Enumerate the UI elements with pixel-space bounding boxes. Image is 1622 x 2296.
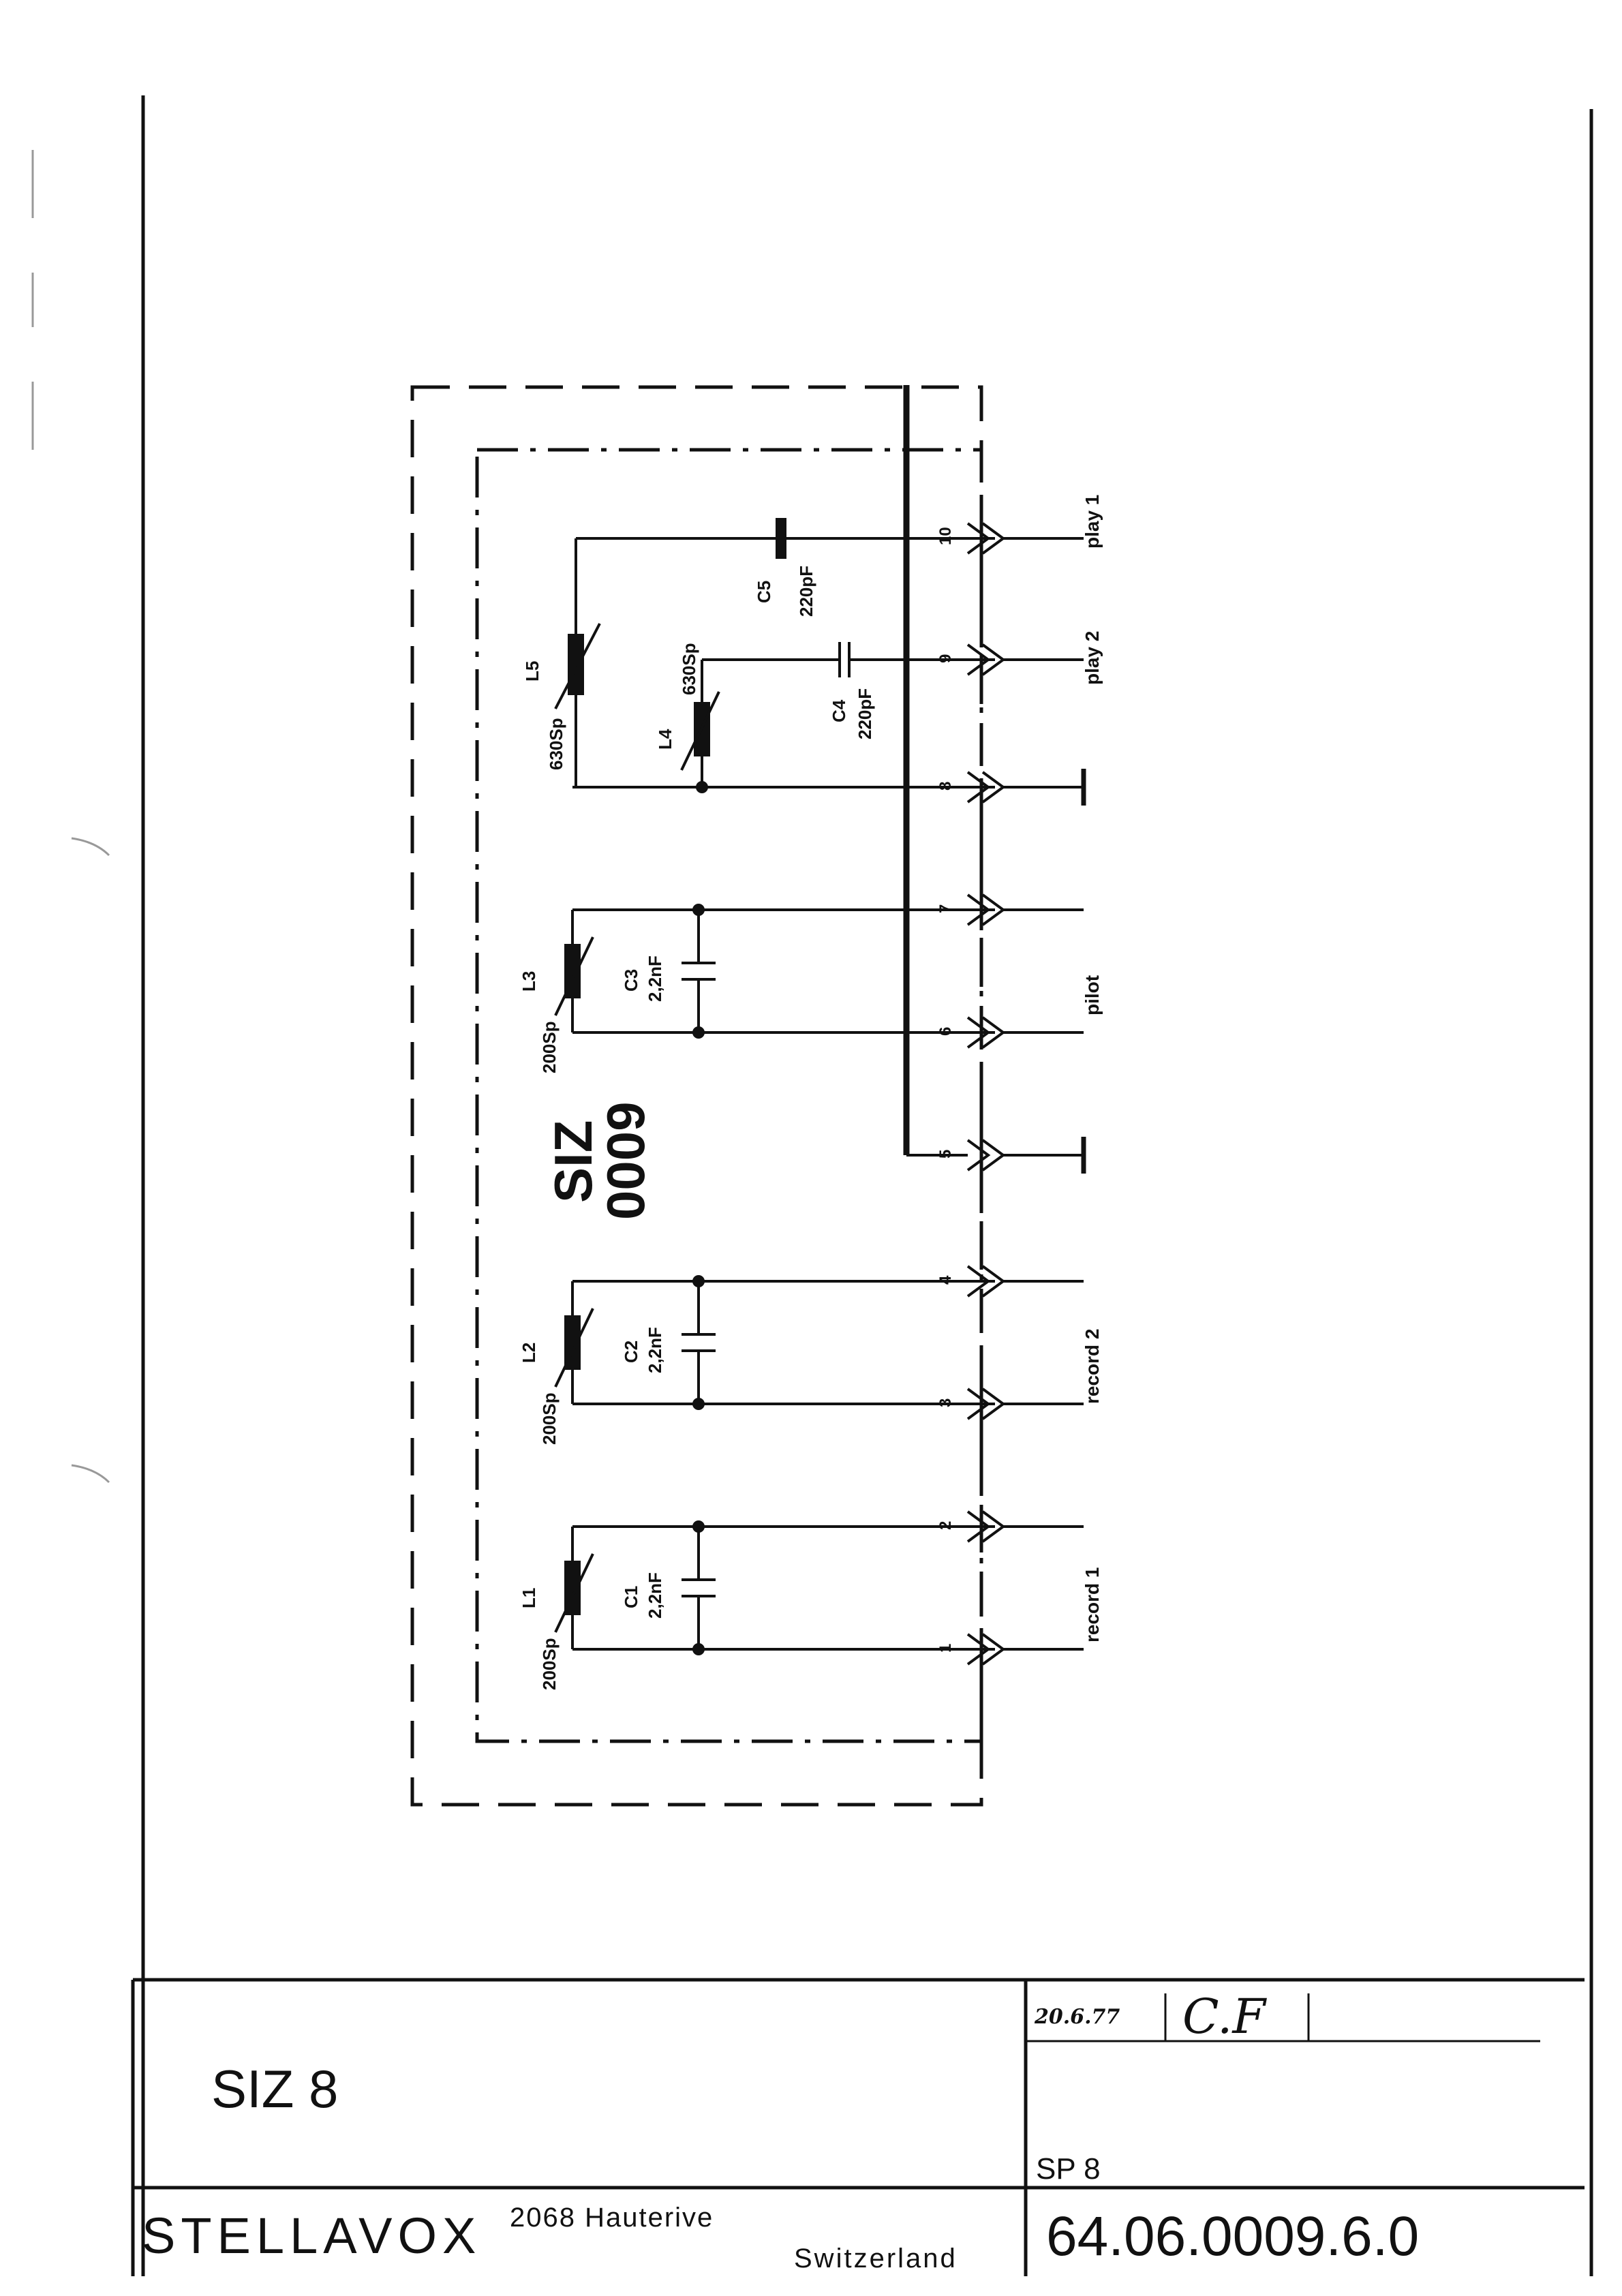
- junction: [692, 904, 705, 916]
- company-address-line1: 2068 Hauterive: [510, 2203, 714, 2233]
- c5-ref: C5: [754, 581, 774, 603]
- module-number: 0009: [596, 1101, 656, 1220]
- module-label: SIZ 0009: [543, 1101, 656, 1220]
- l3-ref: L3: [519, 971, 539, 992]
- pin-3: [699, 1388, 1084, 1420]
- l1-value: 200Sp: [539, 1638, 560, 1690]
- module-outline: [475, 448, 983, 1743]
- junction: [692, 1026, 705, 1039]
- l4-value: 630Sp: [679, 643, 699, 695]
- shield-outline: [410, 385, 983, 1807]
- drawing-number: 64.06.0009.6.0: [1046, 2205, 1420, 2267]
- pin-number: 4: [936, 1275, 955, 1285]
- pin-5: [966, 1137, 1086, 1174]
- inductor-l4-tuning: [680, 691, 720, 771]
- c3-value: 2,2nF: [645, 955, 665, 1002]
- c3-ref: C3: [621, 969, 641, 992]
- inductor-l2-tuning: [554, 1308, 594, 1388]
- c5-value: 220pF: [796, 566, 816, 617]
- c4-ref: C4: [829, 699, 849, 722]
- junction: [692, 1275, 705, 1287]
- pin-number: 6: [936, 1027, 955, 1036]
- capacitor-c4: [838, 642, 851, 677]
- c4-gap: [841, 654, 848, 665]
- c1-ref: C1: [621, 1586, 641, 1608]
- inductor-l1-tuning: [554, 1553, 594, 1633]
- c1-value: 2,2nF: [645, 1572, 665, 1619]
- l3-c3-circuit: [571, 910, 716, 1032]
- pin-number: 10: [936, 527, 955, 545]
- l2-c2-circuit: [571, 1280, 716, 1405]
- pin-2: [699, 1510, 1084, 1543]
- l4-ref: L4: [655, 729, 675, 750]
- drawing-title: SIZ 8: [211, 2059, 339, 2119]
- signal-record1: record 1: [1082, 1567, 1103, 1643]
- pin-number: 5: [936, 1150, 955, 1159]
- company-address-line2: Switzerland: [794, 2244, 958, 2274]
- junction: [692, 1520, 705, 1533]
- c4-value: 220pF: [855, 688, 875, 739]
- pin-number: 7: [936, 904, 955, 913]
- sp-label: SP 8: [1036, 2152, 1101, 2186]
- inductor-l5: [568, 634, 584, 695]
- l2-value: 200Sp: [539, 1392, 560, 1445]
- junction: [696, 781, 708, 793]
- capacitor-c5: [776, 518, 786, 559]
- pin-4: [699, 1265, 1084, 1298]
- inductor-l5-tuning: [554, 623, 601, 709]
- l5-value: 630Sp: [546, 718, 566, 770]
- signal-pilot: pilot: [1082, 975, 1103, 1015]
- l1-ref: L1: [519, 1588, 539, 1608]
- pin-10: [576, 522, 1084, 555]
- pin-numbers: 1 2 3 4 5 6 7 8 9 10: [936, 527, 955, 1653]
- pin-number: 9: [936, 654, 955, 663]
- pin-1: [699, 1633, 1084, 1666]
- module-name: SIZ: [543, 1120, 603, 1203]
- c2-value: 2,2nF: [645, 1327, 665, 1373]
- l3-value: 200Sp: [539, 1021, 560, 1073]
- margin-marks: [31, 150, 110, 1484]
- pin-8: [572, 769, 1086, 806]
- signal-play1: play 1: [1082, 495, 1103, 549]
- inductor-l3-tuning: [554, 936, 594, 1016]
- l2-ref: L2: [519, 1343, 539, 1363]
- pin-number: 1: [936, 1644, 955, 1653]
- junction: [692, 1398, 705, 1410]
- pin-number: 3: [936, 1398, 955, 1407]
- revision-initials: C.F: [1182, 1989, 1266, 2045]
- pin-7: [572, 893, 1084, 926]
- l1-c1-circuit: [571, 1525, 716, 1651]
- revision-date: 20.6.77: [1035, 2005, 1120, 2029]
- title-block: [131, 1978, 1585, 2276]
- pin-number: 8: [936, 782, 955, 791]
- pin-6: [572, 1016, 1084, 1049]
- junction: [692, 1643, 705, 1655]
- pin-number: 2: [936, 1521, 955, 1530]
- company-name: STELLAVOX: [142, 2207, 482, 2264]
- signal-record2: record 2: [1082, 1329, 1103, 1405]
- signal-play2: play 2: [1082, 631, 1103, 685]
- c2-ref: C2: [621, 1341, 641, 1363]
- pin-9: [702, 643, 1084, 676]
- l5-ref: L5: [522, 661, 542, 682]
